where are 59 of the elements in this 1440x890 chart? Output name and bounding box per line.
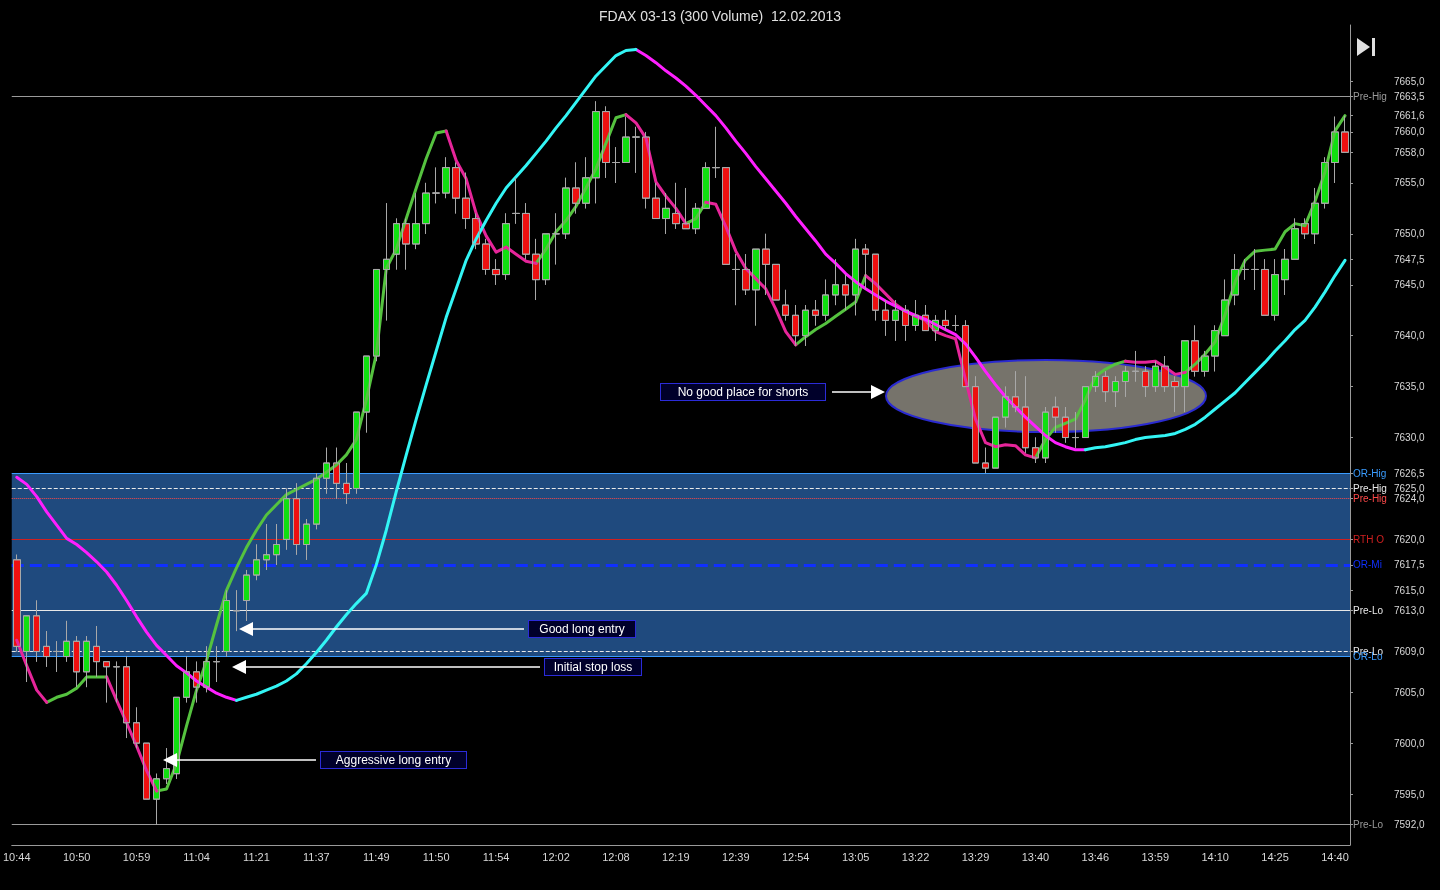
y-tick-label: 7609,0 <box>1394 645 1426 657</box>
y-tick-label: 7640,0 <box>1394 330 1426 342</box>
x-tick-label: 13:29 <box>961 850 990 863</box>
y-tick-label: 7655,0 <box>1394 177 1426 189</box>
x-tick-label: 11:50 <box>422 850 450 863</box>
y-tick-label: 7647,5 <box>1394 253 1426 265</box>
y-tick-label: 7624,0 <box>1394 493 1426 505</box>
x-tick-label: 11:37 <box>303 850 330 863</box>
y-tick-label: 7630,0 <box>1394 432 1426 444</box>
x-tick-label: 10:44 <box>2 850 31 863</box>
y-tick-label: 7661,6 <box>1394 110 1426 122</box>
annotation: Aggressive long entry <box>320 751 467 769</box>
x-tick-label: 12:08 <box>602 850 630 863</box>
y-tick-label: 7615,0 <box>1394 584 1426 596</box>
y-tick-label: 7650,0 <box>1394 228 1426 240</box>
chart-title: FDAX 03-13 (300 Volume) 12.02.2013 <box>598 8 842 24</box>
x-tick-label: 12:54 <box>781 850 810 863</box>
x-tick-label: 14:25 <box>1261 850 1289 863</box>
x-tick-label: 10:59 <box>122 850 151 863</box>
y-tick-label: 7592,0 <box>1394 819 1426 831</box>
x-tick-label: 11:49 <box>362 850 390 863</box>
y-tick-label: 7620,0 <box>1394 533 1426 545</box>
y-tick-label: 7660,0 <box>1394 126 1426 138</box>
annotation: Initial stop loss <box>544 658 642 676</box>
ref-line-label: OR-Hig <box>1353 467 1387 479</box>
y-tick-label: 7635,0 <box>1394 381 1426 393</box>
x-tick-label: 13:59 <box>1141 850 1170 863</box>
x-tick-label: 10:50 <box>62 850 91 863</box>
y-tick-label: 7613,0 <box>1394 605 1426 617</box>
x-tick-label: 12:02 <box>542 850 570 863</box>
x-tick-label: 13:22 <box>901 850 930 863</box>
ref-line-label: Pre-Lo <box>1353 819 1384 831</box>
x-tick-label: 11:54 <box>482 850 510 863</box>
y-tick-label: 7595,0 <box>1394 788 1426 800</box>
x-tick-label: 12:39 <box>722 850 750 863</box>
ref-line-label: Pre-Hig <box>1353 482 1387 494</box>
x-tick-label: 13:05 <box>841 850 870 863</box>
y-tick-label: 7665,0 <box>1394 75 1426 87</box>
x-tick-label: 11:04 <box>183 850 210 863</box>
y-tick-label: 7626,5 <box>1394 467 1426 479</box>
ref-line-label: OR-Mi <box>1353 559 1382 571</box>
x-tick-label: 14:40 <box>1321 850 1349 863</box>
y-tick-label: 7617,5 <box>1394 559 1426 571</box>
x-tick-label: 13:46 <box>1081 850 1110 863</box>
y-tick-label: 7658,0 <box>1394 146 1426 158</box>
ref-line-label: Pre-Lo <box>1353 605 1384 617</box>
annotation: Good long entry <box>528 620 636 638</box>
y-tick-label: 7625,0 <box>1394 482 1426 494</box>
x-tick-label: 14:10 <box>1201 850 1229 863</box>
y-tick-label: 7663,5 <box>1394 90 1426 102</box>
y-tick-label: 7605,0 <box>1394 686 1426 698</box>
ref-line-label: RTH O <box>1353 533 1385 545</box>
annotation: No good place for shorts <box>660 383 826 401</box>
x-tick-label: 13:40 <box>1021 850 1050 863</box>
x-tick-label: 11:21 <box>243 850 270 863</box>
y-tick-label: 7645,0 <box>1394 279 1426 291</box>
y-tick-label: 7600,0 <box>1394 737 1426 749</box>
ref-line-label: Pre-Hig <box>1353 90 1387 102</box>
x-tick-label: 12:19 <box>662 850 690 863</box>
